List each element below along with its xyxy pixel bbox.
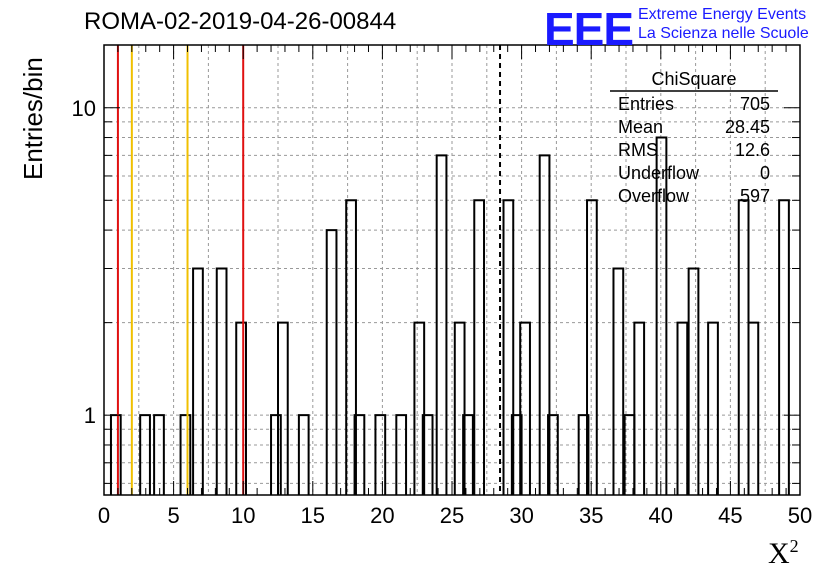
histogram-bin xyxy=(747,321,760,495)
histogram-bin xyxy=(277,321,289,495)
histogram-bin xyxy=(421,414,434,495)
logo-line-2: La Scienza nelle Scuole xyxy=(638,25,809,42)
x-tick-label: 15 xyxy=(301,503,325,528)
stats-box-title: ChiSquare xyxy=(651,69,736,89)
histogram-bin xyxy=(473,199,486,495)
stats-row-label: RMS xyxy=(618,140,658,160)
histogram-bin xyxy=(586,199,598,495)
stats-row-value: 0 xyxy=(760,163,770,183)
histogram-bin xyxy=(139,414,151,495)
histogram-bin xyxy=(519,321,531,495)
histogram-bin xyxy=(395,414,408,495)
histogram-bin xyxy=(612,267,625,495)
histogram-bin xyxy=(453,321,466,495)
x-tick-label: 50 xyxy=(788,503,812,528)
y-tick-label: 1 xyxy=(84,403,96,428)
histogram-bin xyxy=(413,321,426,495)
x-axis-label: X2 xyxy=(768,536,799,570)
histogram-bin xyxy=(737,199,750,495)
histogram-bin xyxy=(435,154,448,495)
y-tick-label: 10 xyxy=(72,96,96,121)
histogram-bin xyxy=(502,199,515,495)
stats-row-label: Mean xyxy=(618,117,663,137)
histogram-bin xyxy=(676,321,689,495)
x-tick-label: 5 xyxy=(167,503,179,528)
histogram-bin xyxy=(547,414,559,495)
stats-row-label: Overflow xyxy=(618,186,690,206)
histogram-bin xyxy=(687,267,700,495)
stats-row-value: 597 xyxy=(740,186,770,206)
histogram-bin xyxy=(655,136,668,495)
histogram-bin xyxy=(577,414,590,495)
histogram-bin xyxy=(778,199,790,495)
x-tick-label: 20 xyxy=(370,503,394,528)
stats-row-label: Entries xyxy=(618,94,674,114)
x-tick-label: 35 xyxy=(579,503,603,528)
histogram-bin xyxy=(192,267,204,495)
x-tick-label: 25 xyxy=(440,503,464,528)
histogram-bin xyxy=(374,414,387,495)
histogram-bin xyxy=(353,414,366,495)
stats-row-label: Underflow xyxy=(618,163,700,183)
histogram-bin xyxy=(179,414,192,495)
histogram-bin xyxy=(538,154,551,495)
histogram-bin xyxy=(270,414,282,495)
histogram-bin xyxy=(215,267,228,495)
x-tick-label: 10 xyxy=(231,503,255,528)
histogram-bin xyxy=(510,414,523,495)
chart-title: ROMA-02-2019-04-26-00844 xyxy=(84,8,397,35)
stats-row-value: 28.45 xyxy=(725,117,770,137)
histogram-bin xyxy=(707,321,719,495)
histogram-bin xyxy=(297,414,310,495)
eee-logo: EEE xyxy=(544,3,634,55)
x-tick-label: 40 xyxy=(649,503,673,528)
histogram-bin xyxy=(235,321,247,495)
y-axis-label: Entries/bin xyxy=(18,57,48,180)
x-tick-label: 0 xyxy=(98,503,110,528)
stats-row-value: 12.6 xyxy=(735,140,770,160)
histogram-bin xyxy=(153,414,165,495)
histogram-bin xyxy=(633,321,646,495)
histogram-bin xyxy=(325,229,338,495)
x-tick-label: 45 xyxy=(718,503,742,528)
x-tick-label: 30 xyxy=(509,503,533,528)
logo-line-1: Extreme Energy Events xyxy=(638,6,807,23)
histogram-bin xyxy=(345,199,357,495)
stats-row-value: 705 xyxy=(740,94,770,114)
histogram-bin xyxy=(462,414,474,495)
